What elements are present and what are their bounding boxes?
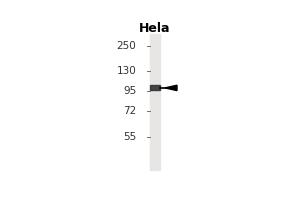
Bar bbox=[150, 34, 160, 170]
Bar bbox=[150, 85, 160, 90]
Text: 250: 250 bbox=[117, 41, 136, 51]
Text: Hela: Hela bbox=[139, 22, 171, 35]
Text: 130: 130 bbox=[117, 66, 136, 76]
Text: 55: 55 bbox=[123, 132, 136, 142]
Text: 95: 95 bbox=[123, 86, 136, 96]
Text: 72: 72 bbox=[123, 106, 136, 116]
Polygon shape bbox=[165, 85, 177, 91]
